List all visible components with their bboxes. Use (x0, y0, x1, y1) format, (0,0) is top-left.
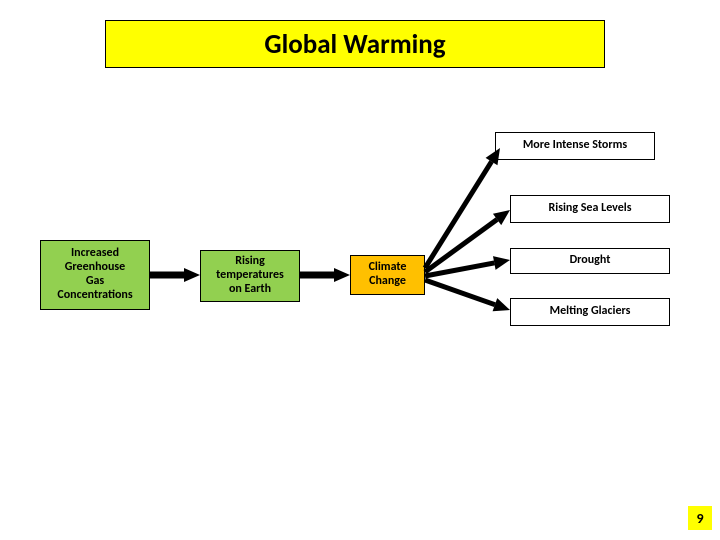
node-greenhouse: IncreasedGreenhouseGasConcentrations (40, 240, 150, 310)
node-drought-label: Drought (570, 254, 611, 268)
node-glaciers: Melting Glaciers (510, 298, 670, 326)
node-climate-change: ClimateChange (350, 255, 425, 295)
node-drought: Drought (510, 248, 670, 274)
node-rising-temps: Risingtemperatureson Earth (200, 250, 300, 302)
title-bar: Global Warming (105, 20, 605, 68)
node-storms: More Intense Storms (495, 132, 655, 160)
node-climate-change-label: ClimateChange (369, 261, 407, 289)
node-greenhouse-label: IncreasedGreenhouseGasConcentrations (57, 247, 132, 302)
node-glaciers-label: Melting Glaciers (550, 305, 631, 319)
node-sea-levels-label: Rising Sea Levels (548, 202, 631, 216)
node-rising-temps-label: Risingtemperatureson Earth (216, 255, 284, 296)
page-number: 9 (688, 506, 712, 530)
title-text: Global Warming (264, 28, 445, 61)
node-sea-levels: Rising Sea Levels (510, 195, 670, 223)
page-number-text: 9 (696, 510, 703, 527)
node-storms-label: More Intense Storms (523, 139, 627, 153)
